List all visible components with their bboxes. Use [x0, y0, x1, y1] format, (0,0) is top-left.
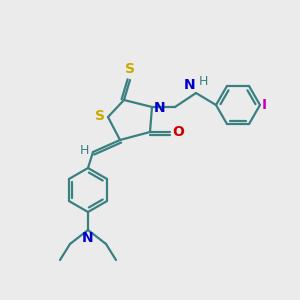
Text: S: S [95, 109, 105, 123]
Text: S: S [125, 62, 135, 76]
Text: O: O [172, 125, 184, 139]
Text: N: N [82, 231, 94, 245]
Text: H: H [80, 143, 89, 157]
Text: N: N [154, 101, 166, 115]
Text: N: N [183, 78, 195, 92]
Text: H: H [199, 75, 208, 88]
Text: I: I [262, 98, 267, 112]
